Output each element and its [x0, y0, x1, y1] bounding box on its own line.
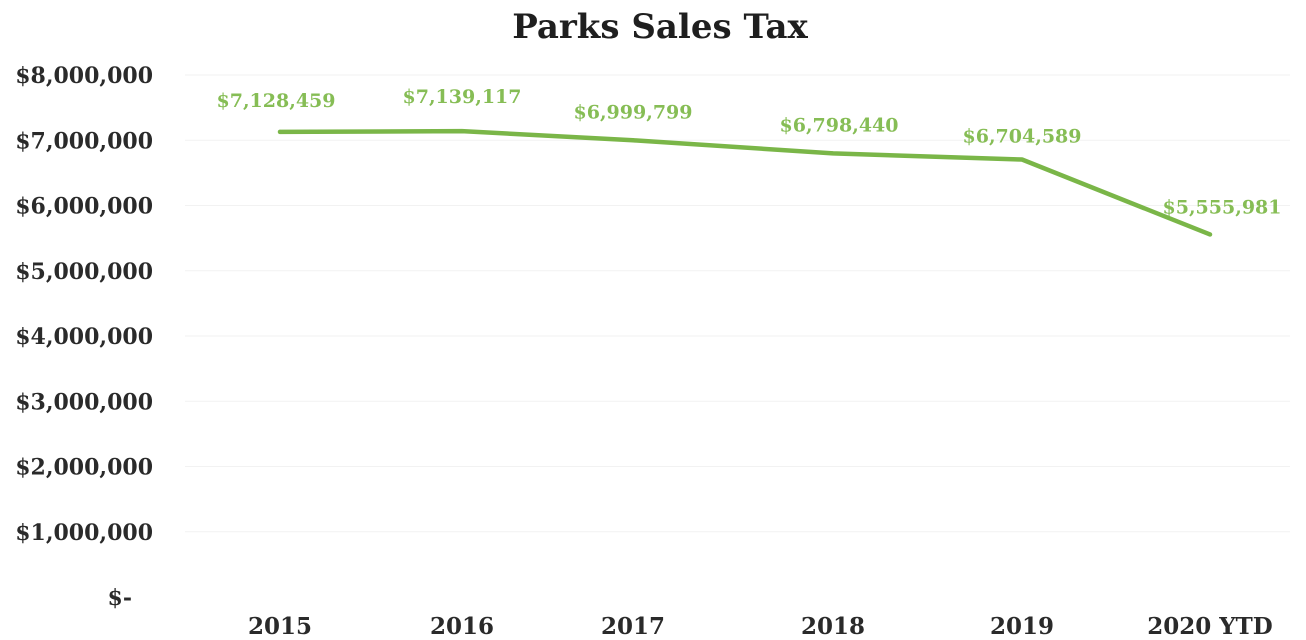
y-tick-label: $1,000,000 [15, 520, 153, 546]
x-tick-label: 2018 [801, 613, 865, 640]
x-tick-label: 2015 [248, 613, 312, 640]
y-tick-label: $3,000,000 [15, 389, 153, 415]
data-point [1020, 157, 1024, 162]
y-tick-label: $7,000,000 [15, 128, 153, 154]
y-tick-label: $8,000,000 [15, 63, 153, 89]
chart-title: Parks Sales Tax [512, 7, 808, 47]
y-tick-label: $5,000,000 [15, 259, 153, 285]
data-point [1208, 232, 1212, 237]
data-point [460, 129, 464, 134]
data-label: $6,704,589 [963, 126, 1082, 148]
y-tick-label: $6,000,000 [15, 194, 153, 220]
data-label: $7,128,459 [217, 90, 336, 112]
data-point [278, 129, 282, 134]
x-tick-label: 2017 [601, 613, 665, 640]
x-tick-label: 2019 [990, 613, 1054, 640]
data-point [631, 138, 635, 143]
data-point [831, 151, 835, 156]
x-tick-label: 2016 [430, 613, 494, 640]
data-labels: $7,128,459 $7,139,117 $6,999,799 $6,798,440… [217, 86, 1282, 218]
y-tick-label: $2,000,000 [15, 455, 153, 481]
y-tick-label: $- [108, 585, 132, 611]
data-label: $6,999,799 [574, 101, 693, 123]
data-label: $6,798,440 [780, 114, 899, 136]
series-layer [277, 128, 1213, 237]
x-tick-label: 2020 YTD [1147, 613, 1273, 640]
y-tick-label: $4,000,000 [15, 324, 153, 350]
data-label: $7,139,117 [403, 86, 522, 108]
series-line [277, 128, 1213, 237]
x-axis: 2015 2016 2017 2018 2019 2020 YTD [248, 613, 1273, 640]
data-label: $5,555,981 [1163, 196, 1282, 218]
gridlines [185, 74, 1290, 533]
y-axis: $8,000,000 $7,000,000 $6,000,000 $5,000,000… [15, 63, 153, 611]
